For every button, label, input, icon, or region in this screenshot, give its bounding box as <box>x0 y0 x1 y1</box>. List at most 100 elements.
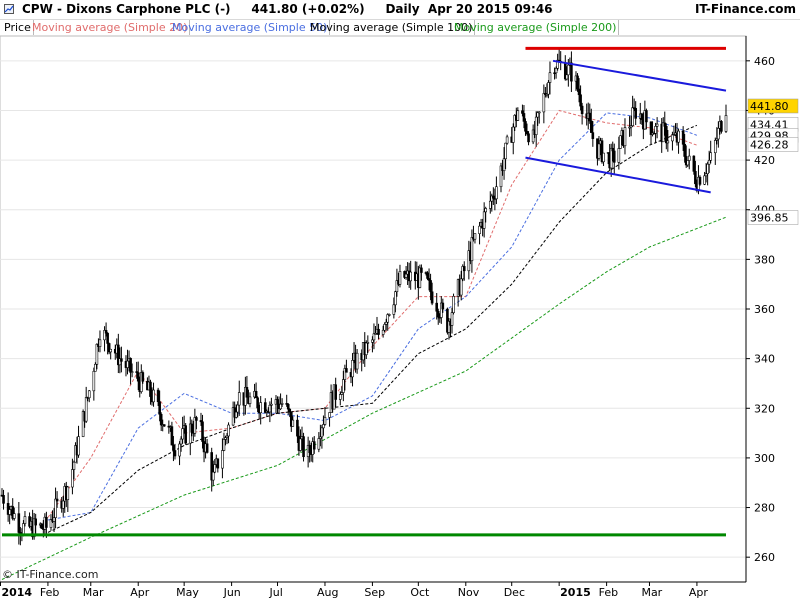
candle-body <box>355 352 359 370</box>
y-tick-label: 460 <box>754 55 775 68</box>
candle-body <box>547 82 550 95</box>
candle-body <box>462 266 466 272</box>
x-tick-label: Jun <box>223 586 241 599</box>
candle-body <box>103 330 106 341</box>
candle-body <box>213 464 217 473</box>
candle-body <box>504 142 507 160</box>
candle-body <box>224 437 227 440</box>
candle-body <box>524 121 527 132</box>
candle-body <box>8 509 11 515</box>
candle-body <box>342 379 345 393</box>
candle-body <box>554 68 558 74</box>
candle-body <box>371 339 374 343</box>
candle-body <box>404 273 408 278</box>
legend-item[interactable]: Moving average (Simple 50) <box>170 20 331 35</box>
candle-body <box>6 503 10 515</box>
candle-body <box>435 302 439 312</box>
candle-body <box>205 443 209 453</box>
candle-body <box>312 441 316 450</box>
candle-body <box>631 107 634 127</box>
legend-item[interactable]: Moving average (Simple 100) <box>308 20 476 35</box>
candle-body <box>259 402 262 414</box>
candle-body <box>289 411 293 427</box>
candle-body <box>299 438 302 451</box>
x-tick-label: Jul <box>269 586 283 599</box>
candle-body <box>149 381 152 397</box>
candle-body <box>84 397 88 422</box>
candle-body <box>117 344 120 366</box>
x-tick-label: 2015 <box>560 586 591 599</box>
candle-body <box>181 428 184 440</box>
trend-lines[interactable] <box>2 46 727 537</box>
candle-body <box>109 348 112 353</box>
candle-body <box>71 469 74 488</box>
candle-body <box>499 165 503 188</box>
candle-body <box>222 439 226 451</box>
candle-body <box>190 423 194 433</box>
candle-body <box>537 111 541 114</box>
candle-body <box>548 72 552 83</box>
ma-line <box>1 216 727 580</box>
candle-body <box>12 513 16 519</box>
candle-body <box>323 417 327 425</box>
candle-body <box>254 390 258 399</box>
legend-item[interactable]: Moving average (Simple 20) <box>30 20 191 35</box>
candle-body <box>345 368 348 373</box>
candle-body <box>392 304 396 315</box>
candle-body <box>709 152 712 161</box>
candle-body <box>40 523 44 529</box>
candle-body <box>372 333 376 341</box>
candle-body <box>576 75 579 90</box>
candle-body <box>270 403 273 406</box>
candle-body <box>211 471 215 481</box>
candlesticks <box>0 48 728 546</box>
channel-lower-line[interactable] <box>525 156 711 194</box>
candle-body <box>61 500 65 509</box>
legend-item[interactable]: Price <box>2 20 34 35</box>
candle-body <box>94 363 97 372</box>
candle-body <box>296 419 299 437</box>
candle-body <box>377 328 380 335</box>
candle-body <box>602 152 605 163</box>
candle-body <box>366 341 370 344</box>
legend-item[interactable]: Moving average (Simple 200) <box>452 20 620 35</box>
candle-body <box>649 121 653 135</box>
candle-body <box>436 310 440 318</box>
candle-body <box>172 444 175 451</box>
candle-body <box>136 372 140 382</box>
candle-body <box>394 291 397 306</box>
candle-body <box>683 143 686 157</box>
candle-body <box>317 438 321 450</box>
candle-body <box>706 163 709 175</box>
candle-body <box>536 112 540 118</box>
candle-body <box>570 62 573 82</box>
candle-body <box>488 200 492 209</box>
candle-body <box>623 127 627 147</box>
candle-body <box>470 237 474 262</box>
y-tick-label: 260 <box>754 551 775 564</box>
candle-body <box>629 125 633 128</box>
candle-body <box>478 225 481 234</box>
candle-body <box>334 384 337 400</box>
candle-body <box>713 140 717 154</box>
candle-body <box>107 343 111 353</box>
channel-upper-line[interactable] <box>552 59 727 92</box>
last-value-label: 441.80 <box>750 100 789 113</box>
brand-label[interactable]: IT-Finance.com <box>694 2 796 16</box>
candle-body <box>139 372 143 392</box>
x-tick-label: Feb <box>599 586 618 599</box>
y-tick-label: 280 <box>754 502 775 515</box>
candle-body <box>286 404 290 410</box>
candle-body <box>484 208 487 213</box>
candle-body <box>320 427 324 438</box>
candle-body <box>159 413 163 426</box>
candle-body <box>545 93 549 96</box>
candle-body <box>446 308 449 333</box>
candle-body <box>384 321 388 325</box>
candle-body <box>386 314 390 323</box>
candle-body <box>395 280 399 293</box>
candle-body <box>98 339 102 347</box>
candle-body <box>677 130 680 143</box>
candle-body <box>54 498 57 518</box>
